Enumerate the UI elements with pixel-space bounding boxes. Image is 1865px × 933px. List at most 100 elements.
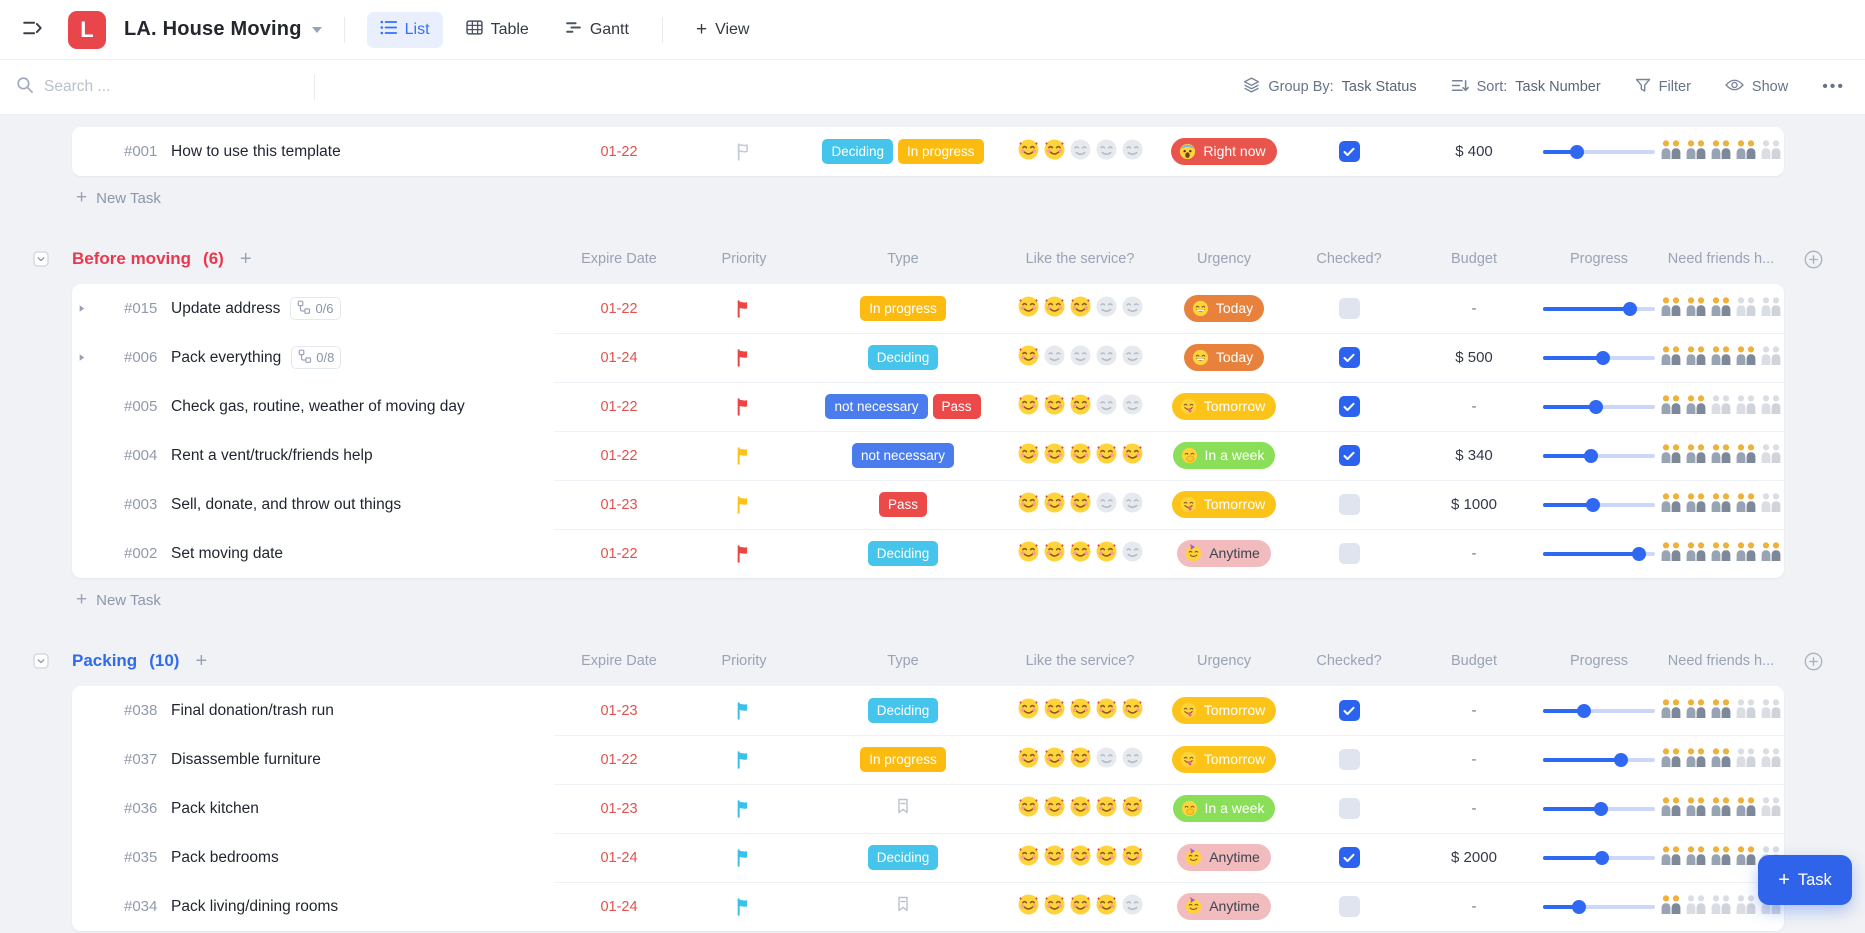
type-badge[interactable]: Deciding <box>867 345 939 370</box>
expire-date[interactable]: 01-22 <box>600 300 638 317</box>
urgency-badge[interactable]: Tomorrow <box>1171 393 1277 420</box>
friends-needed[interactable] <box>1658 139 1784 165</box>
task-title[interactable]: Update address 0/6 <box>171 297 554 320</box>
budget-value[interactable]: $ 2000 <box>1451 849 1497 866</box>
progress-thumb[interactable] <box>1595 850 1610 865</box>
urgency-badge[interactable]: Tomorrow <box>1171 746 1277 773</box>
type-badge[interactable]: Pass <box>932 394 981 419</box>
budget-value[interactable]: $ 500 <box>1455 349 1493 366</box>
checkbox[interactable] <box>1338 896 1360 917</box>
task-title[interactable]: Pack everything 0/8 <box>171 346 554 369</box>
friends-needed[interactable] <box>1658 698 1784 724</box>
checkbox[interactable] <box>1338 847 1360 868</box>
checkbox[interactable] <box>1338 700 1360 721</box>
add-task-button[interactable]: + Task <box>1758 855 1852 905</box>
type-badge[interactable]: not necessary <box>851 443 955 468</box>
priority-flag-icon[interactable] <box>684 348 804 368</box>
type-badge[interactable]: Deciding <box>867 541 939 566</box>
priority-flag-icon[interactable] <box>684 446 804 466</box>
expire-date[interactable]: 01-22 <box>600 545 638 562</box>
expire-date[interactable]: 01-23 <box>600 496 638 513</box>
type-cell[interactable]: Deciding <box>804 541 1002 566</box>
budget-value[interactable]: $ 340 <box>1455 447 1493 464</box>
task-row[interactable]: #006 Pack everything 0/8 01-24 Deciding Today… <box>72 333 1784 382</box>
collapse-group-button[interactable] <box>33 251 72 267</box>
type-cell[interactable]: Deciding <box>804 345 1002 370</box>
type-cell[interactable]: Deciding In progress <box>804 139 1002 164</box>
urgency-badge[interactable]: Anytime <box>1177 540 1271 567</box>
task-title[interactable]: Sell, donate, and throw out things <box>171 496 554 514</box>
priority-flag-icon[interactable] <box>684 397 804 417</box>
progress-slider[interactable] <box>1543 399 1655 414</box>
friends-needed[interactable] <box>1658 492 1784 518</box>
checkbox[interactable] <box>1338 298 1360 319</box>
friends-needed[interactable] <box>1658 796 1784 822</box>
column-header-progress[interactable]: Progress <box>1569 653 1629 669</box>
urgency-badge[interactable]: Anytime <box>1177 893 1271 920</box>
task-row[interactable]: #037 Disassemble furniture 01-22 In progres… <box>72 735 1784 784</box>
add-task-to-group-button[interactable]: + <box>195 649 208 672</box>
subtask-count-chip[interactable]: 0/6 <box>290 297 341 320</box>
urgency-badge[interactable]: Right now <box>1171 138 1277 165</box>
task-title[interactable]: Pack kitchen <box>171 800 554 818</box>
type-badge[interactable]: In progress <box>897 139 984 164</box>
budget-value[interactable]: $ 1000 <box>1451 496 1497 513</box>
type-cell[interactable]: not necessary <box>804 443 1002 468</box>
budget-value[interactable]: - <box>1471 751 1477 768</box>
priority-flag-icon[interactable] <box>684 544 804 564</box>
new-task-button[interactable]: + New Task <box>76 585 161 615</box>
type-badge[interactable]: Pass <box>878 492 927 517</box>
type-badge[interactable]: In progress <box>860 296 946 321</box>
type-cell[interactable]: Pass <box>804 492 1002 517</box>
column-header-need-friends-h[interactable]: Need friends h... <box>1667 251 1775 267</box>
checkbox[interactable] <box>1338 445 1360 466</box>
collapse-group-button[interactable] <box>33 653 72 669</box>
task-title[interactable]: Disassemble furniture <box>171 751 554 769</box>
type-cell[interactable] <box>804 895 1002 918</box>
type-cell[interactable]: Deciding <box>804 698 1002 723</box>
expire-date[interactable]: 01-22 <box>600 751 638 768</box>
sort-control[interactable]: Sort: Task Number <box>1451 78 1601 97</box>
add-column-button[interactable] <box>1804 652 1823 674</box>
column-header-checked[interactable]: Checked? <box>1316 653 1382 669</box>
add-view-button[interactable]: + View <box>683 11 763 49</box>
progress-slider[interactable] <box>1543 703 1655 718</box>
column-header-type[interactable]: Type <box>887 653 919 669</box>
tab-table[interactable]: Table <box>453 12 542 48</box>
task-row[interactable]: #003 Sell, donate, and throw out things 01… <box>72 480 1784 529</box>
service-rating[interactable] <box>1002 490 1158 520</box>
priority-flag-icon[interactable] <box>684 701 804 721</box>
urgency-badge[interactable]: Today <box>1183 344 1265 371</box>
column-header-priority[interactable]: Priority <box>721 653 767 669</box>
type-badge[interactable]: Deciding <box>867 845 939 870</box>
task-row[interactable]: #001 How to use this template 01-22 Decidin… <box>72 127 1784 176</box>
task-title[interactable]: Check gas, routine, weather of moving da… <box>171 398 554 416</box>
type-cell[interactable]: not necessary Pass <box>804 394 1002 419</box>
service-rating[interactable] <box>1002 539 1158 569</box>
expand-caret[interactable] <box>72 352 90 363</box>
priority-flag-icon[interactable] <box>684 299 804 319</box>
friends-needed[interactable] <box>1658 894 1784 920</box>
search-input[interactable] <box>44 78 264 96</box>
show-control[interactable]: Show <box>1725 78 1788 96</box>
progress-slider[interactable] <box>1543 801 1655 816</box>
add-column-button[interactable] <box>1804 250 1823 272</box>
type-cell[interactable]: Deciding <box>804 845 1002 870</box>
type-badge[interactable]: In progress <box>860 747 946 772</box>
progress-thumb[interactable] <box>1623 301 1638 316</box>
expire-date[interactable]: 01-23 <box>600 702 638 719</box>
progress-thumb[interactable] <box>1569 144 1584 159</box>
friends-needed[interactable] <box>1658 345 1784 371</box>
workspace-logo[interactable]: L <box>68 10 106 49</box>
service-rating[interactable] <box>1002 343 1158 373</box>
priority-flag-icon[interactable] <box>684 799 804 819</box>
expand-caret[interactable] <box>72 303 90 314</box>
budget-value[interactable]: - <box>1471 545 1477 562</box>
service-rating[interactable] <box>1002 843 1158 873</box>
checkbox[interactable] <box>1338 798 1360 819</box>
type-badge[interactable]: Deciding <box>822 139 893 164</box>
urgency-badge[interactable]: In a week <box>1172 442 1276 469</box>
expire-date[interactable]: 01-24 <box>600 898 638 915</box>
type-badge[interactable]: not necessary <box>825 394 928 419</box>
progress-thumb[interactable] <box>1594 801 1609 816</box>
